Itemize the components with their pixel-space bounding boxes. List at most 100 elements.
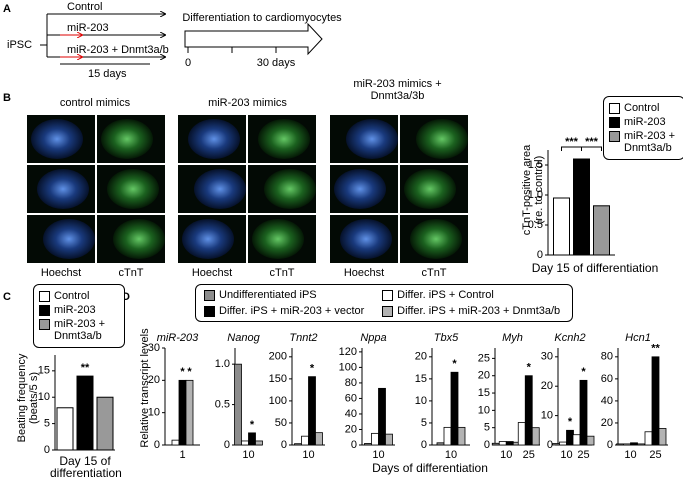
bar bbox=[616, 443, 624, 446]
legend-swatch bbox=[204, 290, 215, 301]
x-tick-label: 25 bbox=[649, 449, 661, 461]
channel-label: cTnT bbox=[118, 267, 143, 279]
y-axis-label: cTnT-positive area (re. to control) bbox=[521, 144, 545, 236]
bar bbox=[385, 433, 393, 446]
y-tick-label: 0 bbox=[421, 439, 427, 451]
channel-label: Hoechst bbox=[192, 267, 232, 279]
bar bbox=[498, 441, 507, 446]
timeline-label: 30 days bbox=[257, 57, 296, 69]
bar bbox=[234, 363, 242, 446]
column-title: control mimics bbox=[59, 97, 131, 109]
y-axis-label: Relative transcript levels bbox=[139, 328, 151, 448]
significance: ** bbox=[81, 362, 90, 374]
micrograph-signal bbox=[182, 219, 234, 259]
group-label: Control bbox=[67, 1, 102, 13]
bar bbox=[630, 442, 638, 446]
significance: * bbox=[310, 363, 315, 375]
x-tick-label: 10 bbox=[372, 449, 384, 461]
legend-label: miR-203 bbox=[54, 304, 96, 316]
bar bbox=[457, 426, 466, 446]
y-tick-label: 10 bbox=[148, 407, 160, 419]
y-tick-label: 1.0 bbox=[215, 358, 230, 370]
panel-title: Myh bbox=[502, 332, 523, 344]
bar bbox=[505, 441, 514, 446]
bar bbox=[178, 379, 187, 446]
bar bbox=[573, 158, 590, 256]
channel-label: cTnT bbox=[421, 267, 446, 279]
y-tick-label: 25 bbox=[478, 352, 490, 364]
group-label: miR-203 + Dnmt3a/b bbox=[67, 44, 169, 56]
y-tick-label: 10 bbox=[478, 404, 490, 416]
bar bbox=[436, 442, 445, 446]
y-tick-label: 15 bbox=[478, 387, 490, 399]
y-tick-label: 60 bbox=[601, 373, 613, 385]
y-tick-label: 15 bbox=[38, 365, 50, 377]
legend-item: Control bbox=[609, 102, 679, 114]
channel-label: Hoechst bbox=[344, 267, 384, 279]
significance: *** bbox=[565, 136, 579, 148]
legend-label: Differ. iPS + miR-203 + Dnmt3a/b bbox=[397, 305, 561, 317]
y-tick-label: 80 bbox=[345, 377, 357, 389]
legend-item: Differ. iPS + miR-203 + Dnmt3a/b bbox=[382, 305, 564, 317]
bar bbox=[315, 432, 323, 446]
bar bbox=[593, 205, 610, 256]
legend-label: Differ. iPS + Control bbox=[397, 289, 494, 301]
y-tick-label: 1.5 bbox=[528, 159, 543, 171]
x-tick-label: 10 bbox=[242, 449, 254, 461]
panel-label: D bbox=[122, 291, 130, 303]
micrograph-signal bbox=[410, 219, 462, 259]
y-tick-label: 0 bbox=[224, 439, 230, 451]
panel-title: Tnnt2 bbox=[289, 332, 317, 344]
column-title: miR-203 mimics bbox=[208, 97, 287, 109]
significance: *** bbox=[585, 136, 599, 148]
y-tick-label: 40 bbox=[601, 395, 613, 407]
bar bbox=[579, 379, 588, 446]
bar bbox=[552, 443, 560, 446]
bar bbox=[185, 379, 194, 446]
significance-bracket bbox=[581, 146, 602, 151]
process-label: Differentiation to cardiomyocytes bbox=[182, 12, 342, 24]
legend-item: Differ. iPS + miR-203 + vector bbox=[204, 305, 368, 317]
y-tick-label: 20 bbox=[345, 423, 357, 435]
duration-label: 15 days bbox=[88, 68, 127, 80]
significance: * bbox=[250, 419, 255, 431]
bar bbox=[531, 427, 540, 446]
y-tick-label: 30 bbox=[541, 351, 553, 363]
x-tick-label: 10 bbox=[445, 449, 457, 461]
legend-item: miR-203 bbox=[609, 116, 679, 128]
legend-label: Undifferentiated iPS bbox=[219, 289, 317, 301]
legend-label: Control bbox=[54, 290, 90, 302]
micrograph-signal bbox=[43, 219, 95, 259]
panel-title: Kcnh2 bbox=[554, 332, 585, 344]
y-tick-label: 0 bbox=[351, 439, 357, 451]
panel-label: B bbox=[3, 92, 11, 104]
legend: Undifferentiated iPS Differ. iPS + Contro… bbox=[195, 284, 573, 322]
legend-swatch bbox=[39, 319, 50, 330]
significance: * bbox=[180, 366, 185, 378]
y-tick-label: 1.0 bbox=[528, 189, 543, 201]
bar bbox=[651, 356, 660, 446]
micrograph-signal bbox=[346, 119, 398, 159]
y-tick-label: 0.5 bbox=[215, 398, 230, 410]
bar bbox=[171, 439, 180, 446]
y-tick-label: 100 bbox=[339, 361, 357, 373]
panel-label: A bbox=[3, 3, 11, 15]
legend-label: Control bbox=[624, 102, 660, 114]
micrograph-signal bbox=[416, 119, 468, 159]
bar bbox=[241, 440, 249, 446]
y-tick-label: 5 bbox=[484, 422, 490, 434]
x-axis-label: Day 15 of differentiation bbox=[50, 454, 122, 480]
y-tick-label: 5 bbox=[44, 418, 50, 430]
bar bbox=[371, 432, 379, 446]
y-tick-label: 20 bbox=[415, 351, 427, 363]
x-tick-label: 25 bbox=[577, 449, 589, 461]
bar bbox=[524, 375, 533, 446]
legend-swatch bbox=[609, 103, 620, 114]
y-tick-label: 20 bbox=[601, 417, 613, 429]
significance: * bbox=[581, 366, 586, 378]
panel-title: Hcn1 bbox=[625, 332, 651, 344]
y-tick-label: 60 bbox=[345, 392, 357, 404]
y-tick-label: 0 bbox=[154, 439, 160, 451]
legend-item: miR-203 + Dnmt3a/b bbox=[609, 130, 679, 154]
